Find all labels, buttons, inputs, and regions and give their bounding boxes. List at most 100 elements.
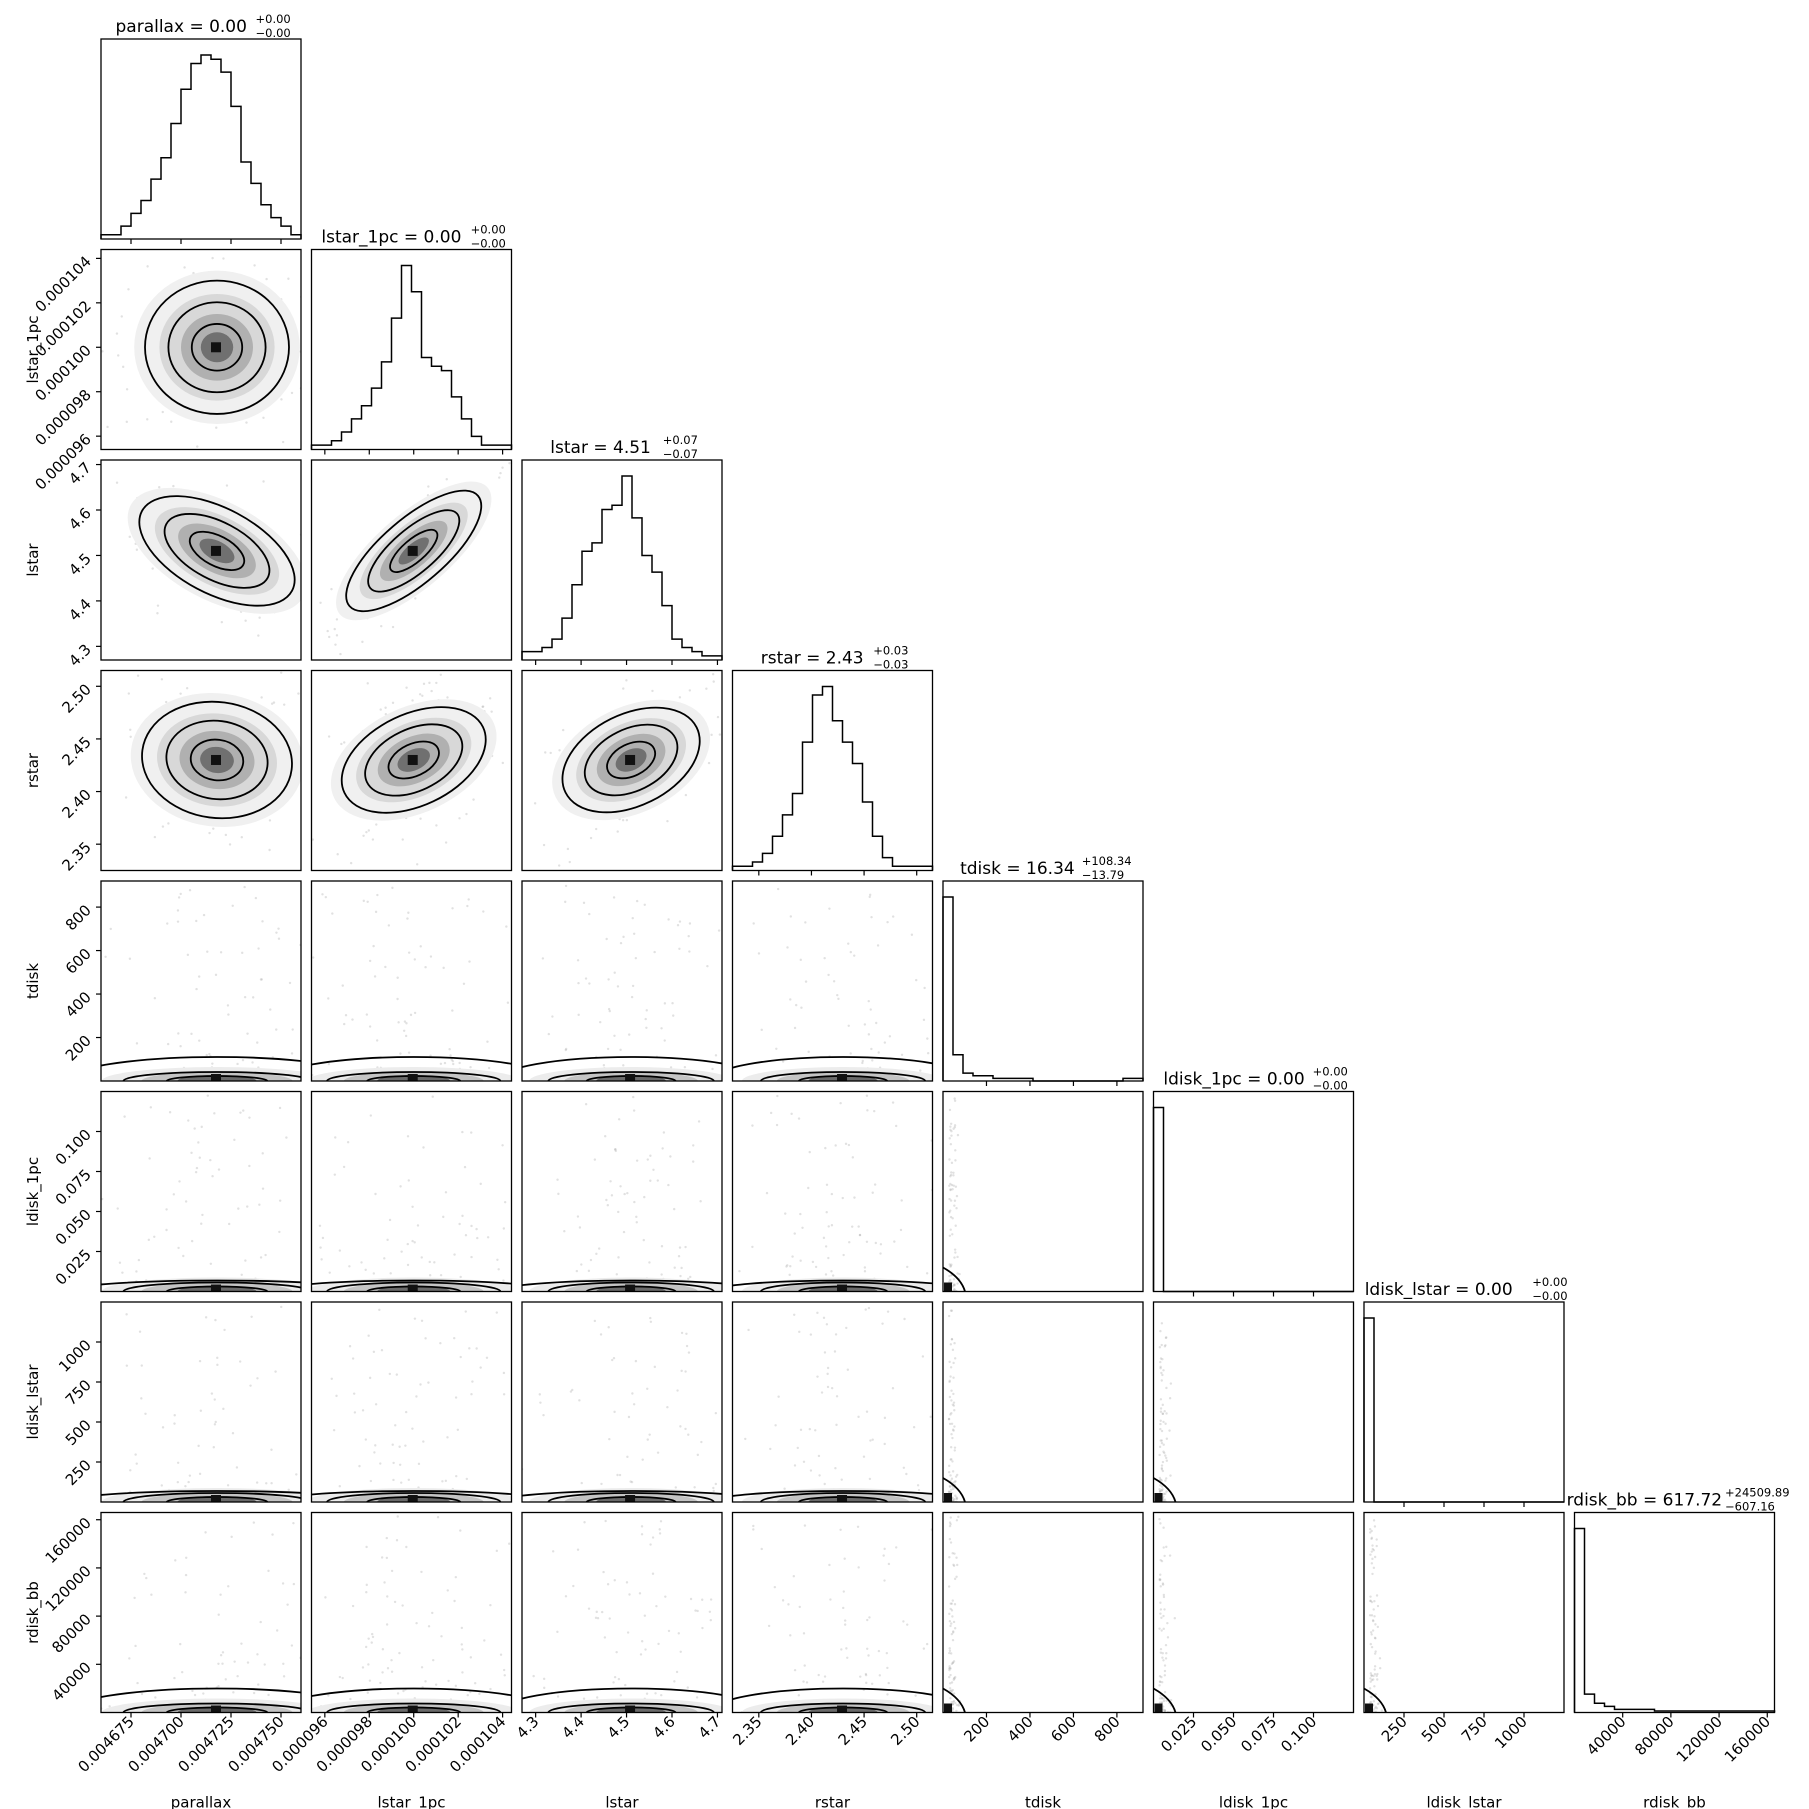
- sample-point: [588, 982, 591, 985]
- sample-point: [1160, 1441, 1164, 1445]
- sample-point: [859, 1675, 862, 1678]
- sample-point: [1165, 1699, 1168, 1703]
- sample-point: [470, 1224, 473, 1228]
- density-peak: [211, 342, 221, 353]
- sample-point: [906, 1623, 909, 1626]
- sample-point: [335, 1323, 337, 1325]
- sample-point: [256, 1653, 259, 1656]
- density-peak: [944, 1703, 952, 1713]
- sample-point: [435, 824, 438, 827]
- sample-point: [1371, 1629, 1375, 1632]
- density-peak: [211, 1284, 221, 1292]
- sample-point: [949, 1682, 952, 1685]
- sample-point: [951, 1428, 955, 1431]
- sample-point: [951, 1702, 955, 1706]
- sample-point: [613, 1034, 616, 1037]
- density-peak: [837, 1705, 848, 1713]
- sample-point: [687, 1351, 691, 1354]
- sample-point: [954, 1185, 958, 1188]
- sample-point: [120, 315, 123, 318]
- sample-point: [949, 1667, 952, 1670]
- sample-point: [667, 1629, 671, 1633]
- contour-line: [122, 1492, 301, 1502]
- sample-point: [952, 1404, 956, 1407]
- panel-frame: [521, 459, 723, 661]
- sample-point: [236, 1674, 239, 1678]
- sample-point: [344, 1014, 348, 1017]
- panel-content: [101, 1305, 337, 1502]
- sample-point: [505, 925, 508, 928]
- sample-point: [439, 1273, 443, 1277]
- sample-point: [176, 909, 180, 912]
- sample-point: [53, 1052, 55, 1054]
- sample-point: [655, 1604, 658, 1608]
- y-tick-label: 4.3: [65, 640, 95, 670]
- sample-point: [949, 1215, 953, 1219]
- sample-point: [1162, 1593, 1166, 1597]
- sample-point: [951, 1436, 954, 1440]
- sample-point: [248, 1164, 251, 1168]
- sample-point: [808, 1427, 812, 1431]
- sample-point: [1160, 1559, 1164, 1563]
- sample-point: [251, 1061, 254, 1064]
- title-main-text: ldisk_lstar = 0.00: [1365, 1280, 1513, 1300]
- sample-point: [235, 1466, 239, 1469]
- sample-point: [627, 1033, 631, 1036]
- sample-point: [391, 886, 394, 890]
- sample-point: [542, 1413, 545, 1417]
- sample-point: [952, 1676, 956, 1680]
- sample-point: [949, 1175, 952, 1178]
- sample-point: [508, 461, 511, 465]
- sample-point: [308, 693, 310, 695]
- sample-point: [302, 699, 304, 701]
- sample-point: [1159, 1612, 1162, 1615]
- sample-point: [465, 1477, 469, 1481]
- sample-point: [686, 1686, 689, 1689]
- sample-point: [620, 888, 622, 890]
- sample-point: [488, 697, 492, 700]
- sample-point: [608, 1009, 611, 1013]
- sample-point: [1370, 1633, 1373, 1636]
- sample-point: [1161, 1583, 1165, 1586]
- sample-point: [955, 1519, 959, 1522]
- density-peak: [837, 1495, 848, 1502]
- sample-point: [900, 1053, 904, 1057]
- sample-point: [952, 1660, 956, 1663]
- sample-point: [879, 1243, 883, 1246]
- sample-point: [949, 1122, 953, 1125]
- sample-point: [407, 1179, 410, 1182]
- title-main-text: lstar_1pc = 0.00: [321, 228, 461, 248]
- y-axis-label: rdisk_bb: [24, 1581, 43, 1644]
- sample-point: [321, 1236, 325, 1240]
- sample-point: [449, 1054, 452, 1057]
- density-peak: [407, 1495, 418, 1502]
- sample-point: [769, 1111, 773, 1115]
- sample-point: [136, 674, 140, 677]
- panel-frame: [521, 669, 723, 872]
- sample-point: [950, 1389, 953, 1392]
- sample-point: [1159, 1573, 1162, 1576]
- sample-point: [953, 1357, 957, 1360]
- sample-point: [384, 965, 387, 969]
- sample-point: [948, 1379, 951, 1382]
- sample-point: [950, 1422, 954, 1425]
- sample-point: [827, 1225, 830, 1228]
- sample-point: [1158, 1445, 1162, 1449]
- sample-point: [361, 640, 364, 644]
- sample-point: [801, 1226, 804, 1230]
- sample-point: [1368, 1614, 1372, 1617]
- sample-point: [1369, 1553, 1372, 1556]
- sample-point: [594, 1616, 598, 1620]
- sample-point: [199, 1409, 203, 1412]
- sample-point: [187, 1480, 190, 1484]
- sample-point: [228, 843, 232, 846]
- sample-point: [1165, 1336, 1168, 1339]
- sample-point: [949, 1228, 952, 1231]
- sample-point: [327, 1062, 331, 1066]
- sample-point: [949, 1375, 952, 1378]
- contour-line: [189, 738, 245, 782]
- y-tick-label: 0.025: [52, 1246, 95, 1289]
- sample-point: [1160, 1379, 1163, 1382]
- sample-point: [464, 1310, 467, 1313]
- sample-point: [470, 1131, 473, 1134]
